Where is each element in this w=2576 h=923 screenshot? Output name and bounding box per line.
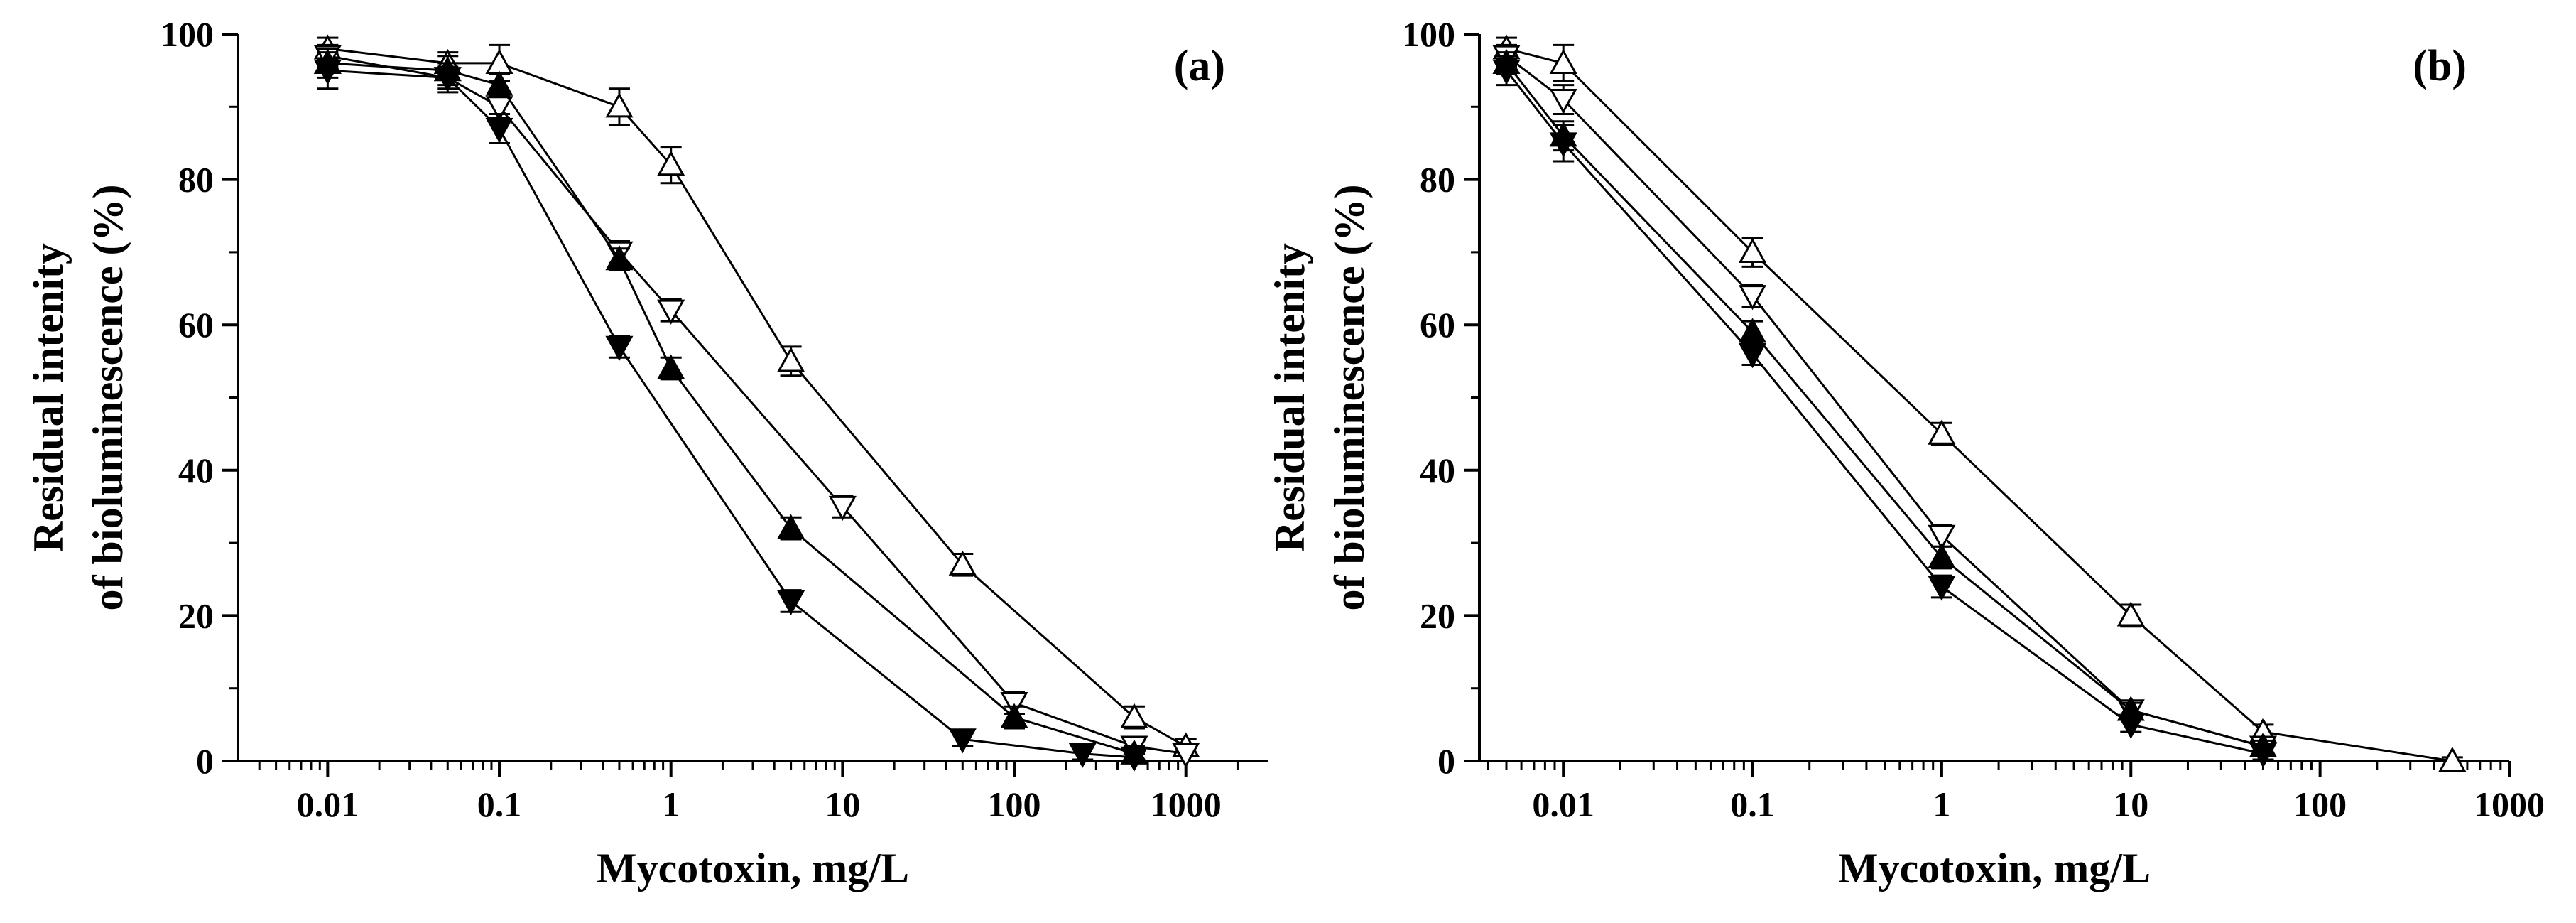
data-point	[2116, 601, 2145, 627]
data-point	[605, 92, 634, 118]
data-point	[485, 70, 513, 96]
series-line	[327, 47, 1187, 747]
data-point	[485, 117, 513, 144]
data-point	[1549, 132, 1577, 158]
y-tick-label: 40	[1420, 450, 1455, 490]
data-point	[1068, 743, 1097, 768]
y-tick-label: 0	[196, 741, 214, 781]
x-tick-label: 1	[1933, 784, 1950, 824]
chart-panel-b: 0 20 40 60 80 100 0.01 0.1 1 10 100 1000 Mycotoxin, …	[1266, 14, 2545, 892]
y-tick-label: 100	[1402, 14, 1455, 54]
x-tick-label: 10	[825, 784, 860, 824]
data-point	[1120, 746, 1148, 772]
series-triangle-down-open	[1492, 43, 2278, 761]
data-point	[657, 354, 685, 379]
y-tick-label: 100	[161, 14, 214, 54]
y-tick-label: 80	[1420, 160, 1455, 200]
y-axis-title-line1: Residual intenity	[25, 243, 72, 552]
y-tick-label: 80	[178, 160, 214, 200]
data-point	[948, 550, 977, 576]
y-tick-label: 20	[178, 595, 214, 635]
data-point	[777, 514, 805, 539]
y-tick-label: 20	[1420, 595, 1455, 635]
data-point	[1738, 285, 1767, 311]
data-point	[485, 96, 513, 122]
data-point	[433, 67, 462, 92]
data-point	[1928, 419, 1956, 445]
x-tick-label: 0.1	[477, 784, 522, 824]
x-tick-label: 1000	[2474, 784, 2545, 824]
series-line	[327, 69, 1135, 759]
y-axis-title-line1: Residual intenity	[1266, 243, 1313, 552]
data-point	[1120, 703, 1148, 728]
data-point	[948, 728, 977, 754]
x-tick-label: 10	[2113, 784, 2148, 824]
data-point	[657, 299, 685, 325]
data-point	[1928, 543, 1956, 568]
data-point	[828, 495, 857, 522]
x-tick-label: 0.01	[297, 784, 359, 824]
x-tick-label: 100	[2293, 784, 2347, 824]
x-tick-label: 1	[662, 784, 680, 824]
series-triangle-down-filled	[313, 51, 1148, 772]
data-point	[1738, 343, 1767, 369]
x-tick-label: 0.1	[1730, 784, 1775, 824]
series-triangle-up-filled	[313, 47, 1148, 765]
y-axis-title-line2: of bioluminescence (%)	[85, 185, 131, 611]
data-point	[2438, 746, 2467, 772]
x-tick-label: 1000	[1151, 784, 1222, 824]
data-point	[1549, 88, 1577, 114]
y-tick-label: 40	[178, 450, 214, 490]
x-tick-label: 100	[988, 784, 1041, 824]
chart-panel-a: 0 20 40 60 80 100 0.01 0.1 1 10 100 1000 Mycotoxin, …	[25, 14, 1268, 892]
data-point	[1172, 743, 1200, 768]
series-triangle-up-open	[1492, 34, 2467, 772]
data-point	[1738, 318, 1767, 343]
data-point	[2249, 743, 2278, 768]
y-tick-label: 0	[1438, 741, 1455, 781]
series-triangle-up-filled	[1492, 48, 2278, 757]
x-axis-title: Mycotoxin, mg/L	[597, 845, 909, 892]
series-line	[1505, 70, 2263, 755]
series-triangle-up-open	[313, 34, 1200, 757]
data-point	[485, 48, 513, 75]
panel-label: (b)	[2413, 42, 2467, 90]
series-line	[1506, 55, 2263, 747]
data-point	[777, 590, 805, 616]
y-tick-label: 60	[178, 305, 214, 345]
data-point	[657, 151, 685, 176]
data-point	[1549, 48, 1577, 75]
data-point	[1000, 703, 1028, 728]
y-axis-title-line2: of bioluminescence (%)	[1326, 185, 1373, 611]
data-point	[605, 245, 634, 271]
x-tick-label: 0.01	[1532, 784, 1594, 824]
data-point	[313, 60, 342, 85]
data-point	[1928, 576, 1956, 601]
data-point	[605, 335, 634, 361]
series-line	[327, 62, 1135, 755]
x-axis-title: Mycotoxin, mg/L	[1838, 845, 2151, 892]
y-tick-label: 60	[1420, 305, 1455, 345]
data-point	[1928, 524, 1956, 550]
data-point	[1738, 237, 1767, 263]
series-line	[1505, 62, 2263, 747]
series-line	[1506, 48, 2453, 762]
data-point	[1492, 60, 1521, 85]
data-point	[2116, 713, 2145, 739]
data-point	[777, 347, 805, 372]
panel-label: (a)	[1174, 42, 1225, 90]
series-triangle-down-filled	[1492, 55, 2278, 768]
